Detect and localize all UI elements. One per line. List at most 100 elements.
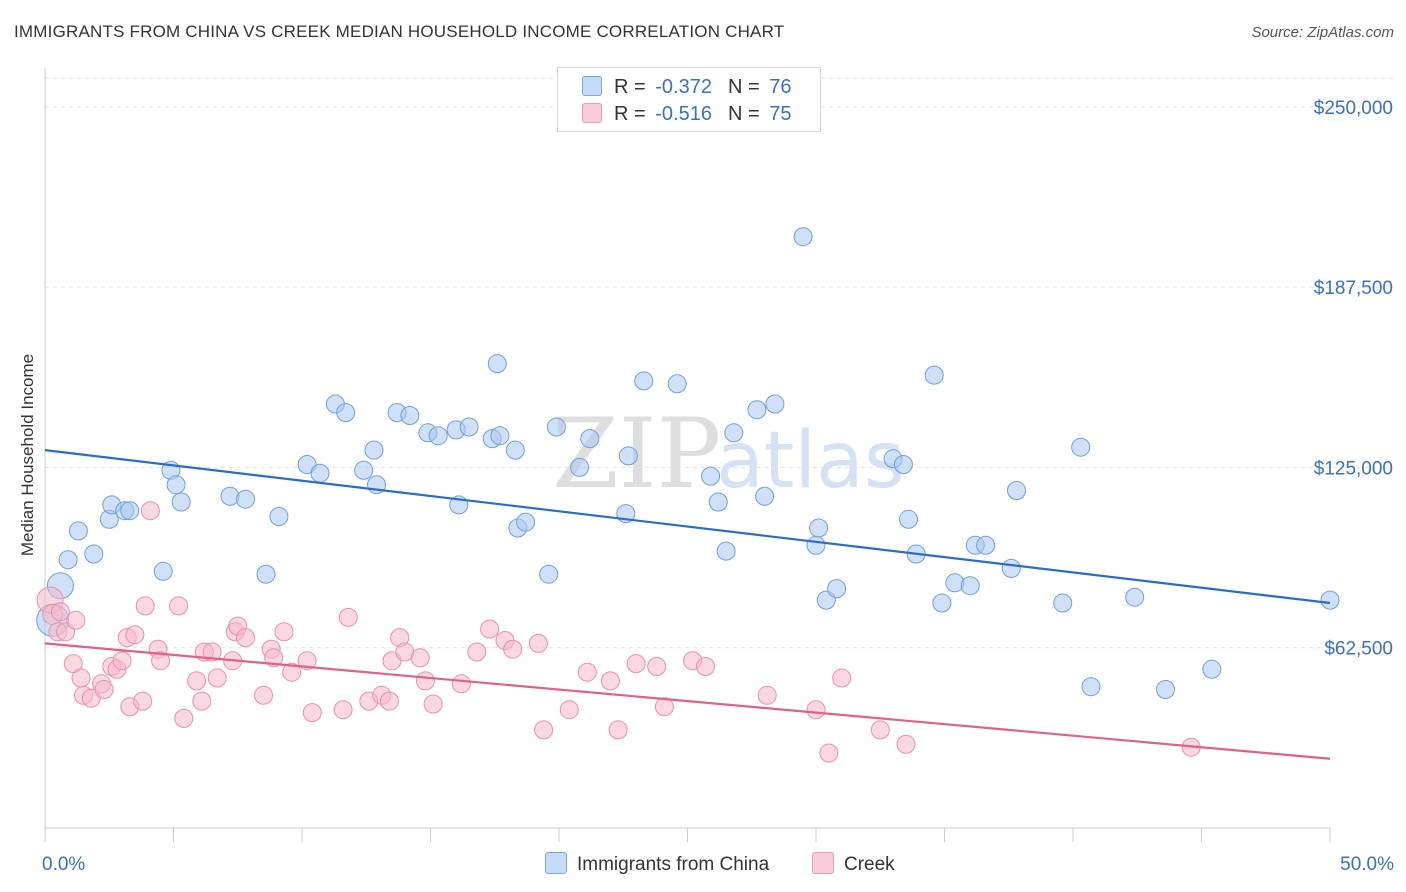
creek-point	[236, 628, 255, 648]
china-point	[153, 561, 173, 581]
legend-n-label: N =	[727, 103, 760, 125]
china-point	[428, 426, 448, 446]
creek-point	[757, 685, 777, 705]
y-tick-label: $250,000	[1314, 98, 1393, 119]
creek-point	[626, 654, 646, 674]
data-points	[36, 227, 1340, 763]
china-point	[1001, 558, 1021, 578]
legend-swatch-china	[582, 76, 602, 96]
gridlines	[45, 77, 1395, 649]
creek-point	[187, 671, 207, 691]
creek-point	[410, 648, 430, 668]
creek-point	[896, 734, 916, 754]
china-point	[634, 371, 654, 391]
creek-point	[125, 625, 145, 645]
china-point	[1202, 659, 1222, 679]
china-point	[516, 512, 536, 532]
china-point	[945, 573, 965, 593]
china-point	[546, 417, 566, 437]
creek-point	[202, 642, 222, 662]
china-point	[1081, 677, 1101, 697]
creek-point	[528, 633, 548, 653]
china-point	[932, 593, 952, 613]
china-point	[580, 429, 600, 449]
creek-point	[169, 596, 189, 616]
china-point	[487, 354, 507, 374]
legend-r-label: R =	[614, 76, 646, 98]
legend-n-value: 75	[769, 103, 792, 125]
china-point	[354, 460, 374, 480]
axes	[44, 68, 1331, 842]
series-legend-china[interactable]: Immigrants from China	[545, 852, 769, 876]
china-point	[1053, 593, 1073, 613]
legend-n-value: 76	[769, 76, 792, 98]
legend-swatch-creek	[582, 103, 602, 123]
creek-point	[647, 657, 667, 676]
creek-point	[66, 610, 86, 630]
legend-row-creek: R = -0.516 N = 75	[582, 103, 791, 125]
legend-r-value: -0.372	[655, 76, 712, 98]
china-point	[765, 394, 785, 414]
china-point	[120, 501, 140, 521]
china-point	[68, 521, 88, 541]
series-legend-creek[interactable]: Creek	[812, 852, 895, 876]
creek-point	[50, 602, 70, 622]
china-point	[899, 509, 918, 529]
china-point	[166, 475, 186, 495]
series-label-creek: Creek	[844, 854, 895, 875]
trend-lines	[44, 449, 1331, 760]
creek-point	[696, 657, 715, 676]
creek-point	[135, 596, 155, 616]
x-tick-label-left: 0.0%	[42, 854, 85, 875]
creek-point	[133, 691, 153, 711]
creek-point	[282, 662, 302, 682]
creek-point	[338, 607, 358, 627]
china-point	[708, 492, 728, 512]
china-point	[793, 227, 813, 247]
legend-row-china: R = -0.372 N = 76	[582, 76, 791, 98]
watermark: ZIP atlas	[552, 398, 905, 510]
china-point	[400, 406, 420, 425]
china-point	[1071, 437, 1091, 457]
creek-point	[451, 674, 471, 694]
series-swatch-creek	[812, 852, 834, 874]
creek-point	[207, 668, 227, 688]
creek-point	[297, 651, 317, 671]
creek-point	[151, 651, 171, 671]
creek-point	[94, 680, 114, 699]
creek-point	[832, 668, 852, 688]
china-point	[269, 507, 289, 526]
china-point	[1320, 590, 1340, 610]
china-point	[220, 486, 240, 506]
series-swatch-china	[545, 852, 567, 874]
creek-trend-line	[44, 642, 1331, 760]
china-point	[459, 417, 479, 437]
y-tick-label: $62,500	[1324, 639, 1393, 660]
china-point	[58, 550, 78, 570]
chart-title: IMMIGRANTS FROM CHINA VS CREEK MEDIAN HO…	[14, 22, 785, 41]
creek-point	[254, 685, 273, 705]
source-credit: Source: ZipAtlas.com	[1251, 24, 1394, 41]
creek-point	[467, 642, 487, 662]
china-point	[490, 426, 510, 446]
china-point	[827, 579, 847, 599]
china-point	[976, 535, 996, 555]
stats-legend: R = -0.372 N = 76 R = -0.516 N = 75	[557, 67, 821, 132]
x-tick-label-right: 50.0%	[1340, 854, 1394, 875]
legend-r-value: -0.516	[655, 103, 712, 125]
creek-point	[600, 671, 620, 691]
series-label-china: Immigrants from China	[577, 854, 770, 875]
y-tick-label: $125,000	[1314, 458, 1393, 479]
creek-point	[654, 697, 674, 717]
creek-point	[806, 700, 826, 720]
china-point	[310, 463, 330, 483]
china-trend-line	[44, 449, 1331, 605]
creek-point	[192, 691, 212, 711]
china-point	[539, 564, 559, 584]
china-point	[960, 576, 980, 596]
creek-point	[423, 694, 443, 714]
series-legend: Immigrants from China Creek	[0, 852, 1406, 876]
tick-labels: $62,500 $125,000 $187,500 $250,000 0.0% 50.0%	[42, 98, 1394, 875]
china-point	[364, 440, 384, 460]
